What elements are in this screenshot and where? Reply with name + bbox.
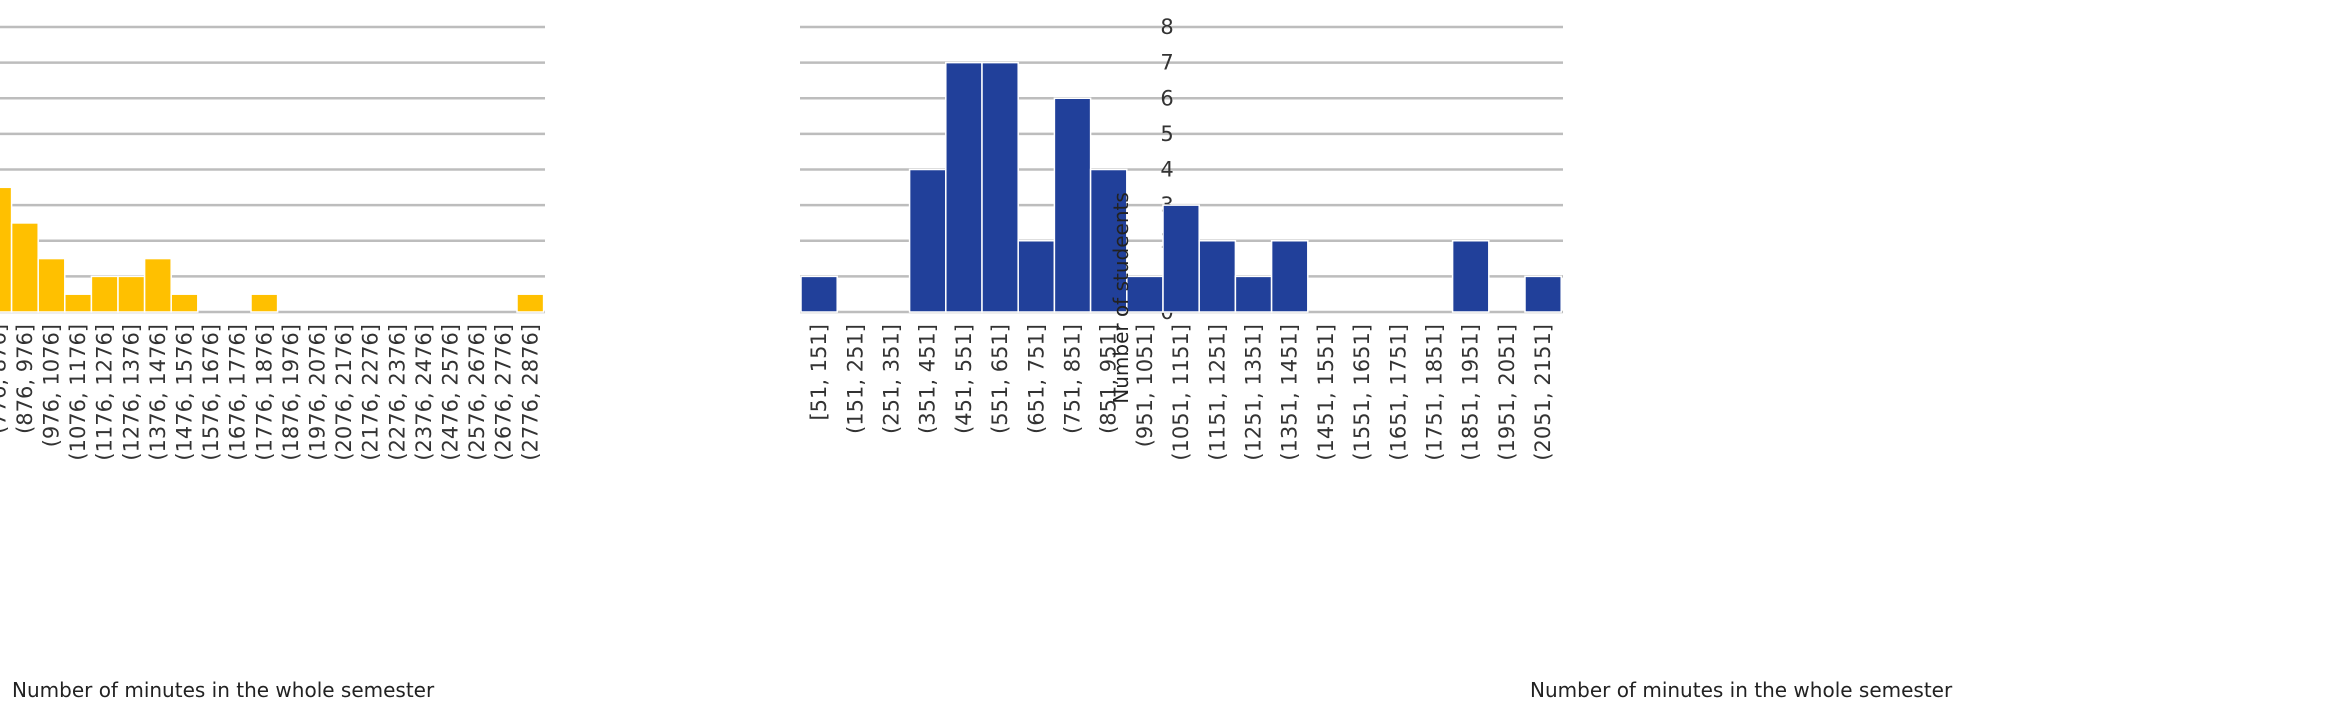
histogram-bar xyxy=(1451,240,1490,313)
y-tick-label: 6 xyxy=(1160,86,1173,110)
x-tick-label: (1351, 1451] xyxy=(1278,324,1302,461)
x-tick-label: (1976, 2076] xyxy=(306,324,330,461)
y-tick-label: 7 xyxy=(1160,51,1173,75)
left-x-axis-label: Number of minutes in the whole semester xyxy=(12,678,435,702)
right-y-axis-label: Number of studeents xyxy=(1109,192,1133,404)
histogram-bar xyxy=(1524,275,1562,313)
x-tick-label: [51, 151] xyxy=(807,324,831,421)
x-tick-label: (976, 1076] xyxy=(40,324,64,447)
x-tick-label: (851, 951] xyxy=(1097,324,1121,434)
histogram-bar xyxy=(10,222,39,313)
x-tick-label: (2776, 2876] xyxy=(518,324,542,461)
x-tick-label: (1651, 1751] xyxy=(1386,324,1410,461)
histogram-bar xyxy=(1270,240,1309,313)
histogram-bar xyxy=(1017,240,1056,313)
histogram-bar xyxy=(117,275,146,313)
x-tick-label: (351, 451] xyxy=(916,324,940,434)
x-tick-label: (951, 1051] xyxy=(1133,324,1157,447)
histogram-bar xyxy=(981,61,1019,313)
x-tick-label: (1151, 1251] xyxy=(1205,324,1229,461)
x-tick-label: (1451, 1551] xyxy=(1314,324,1338,461)
x-tick-label: (1951, 2051] xyxy=(1495,324,1519,461)
x-tick-label: (751, 851] xyxy=(1061,324,1085,434)
histogram-bar xyxy=(800,275,838,313)
histogram-bar xyxy=(250,293,279,313)
x-tick-label: (2276, 2376] xyxy=(385,324,409,461)
x-tick-label: (1276, 1376] xyxy=(119,324,143,461)
histogram-bar xyxy=(1089,168,1128,313)
histogram-bar xyxy=(0,186,13,313)
y-tick-label: 8 xyxy=(1160,15,1173,39)
x-tick-label: (2051, 2151] xyxy=(1531,324,1555,461)
histogram-bar xyxy=(90,275,119,313)
x-tick-label: (1576, 1676] xyxy=(199,324,223,461)
x-tick-label: (2676, 2776] xyxy=(492,324,516,461)
x-tick-label: (1751, 1851] xyxy=(1423,324,1447,461)
histogram-bar xyxy=(143,257,172,313)
y-tick-label: 5 xyxy=(1160,122,1173,146)
histogram-bar xyxy=(64,293,93,313)
x-tick-label: (1476, 1576] xyxy=(173,324,197,461)
histogram-bar xyxy=(170,293,199,313)
x-tick-label: (2376, 2476] xyxy=(412,324,436,461)
x-tick-label: (1251, 1351] xyxy=(1242,324,1266,461)
y-tick-label: 4 xyxy=(1160,158,1173,182)
x-tick-label: (1376, 1476] xyxy=(146,324,170,461)
right-x-axis-label: Number of minutes in the whole semester xyxy=(1530,678,1953,702)
x-tick-label: (776, 876] xyxy=(0,324,10,434)
x-tick-label: (876, 976] xyxy=(13,324,37,434)
histogram-bar xyxy=(516,293,545,313)
x-tick-label: (1176, 1276] xyxy=(93,324,117,461)
x-tick-label: (2476, 2576] xyxy=(439,324,463,461)
x-tick-label: (551, 651] xyxy=(988,324,1012,434)
x-tick-label: (1851, 1951] xyxy=(1459,324,1483,461)
x-tick-label: (1076, 1176] xyxy=(66,324,90,461)
x-tick-label: (251, 351] xyxy=(880,324,904,434)
histogram-bar xyxy=(1198,240,1237,313)
x-tick-label: (451, 551] xyxy=(952,324,976,434)
x-tick-label: (1876, 1976] xyxy=(279,324,303,461)
left-histogram: (776, 876] (876, 976] (976, 1076] (1076, 11… xyxy=(0,25,545,461)
right-histogram: 012345678[51, 151](151, 251](251, 351](3… xyxy=(800,15,1563,461)
x-tick-label: (2176, 2276] xyxy=(359,324,383,461)
x-tick-label: (151, 251] xyxy=(843,324,867,434)
x-tick-label: (1776, 1876] xyxy=(252,324,276,461)
histogram-bar xyxy=(1162,204,1200,313)
histogram-bar xyxy=(37,257,66,313)
x-tick-label: (1676, 1776] xyxy=(226,324,250,461)
histogram-bar xyxy=(945,61,983,313)
histogram-bar xyxy=(1234,275,1273,313)
x-tick-label: (2076, 2176] xyxy=(332,324,356,461)
x-tick-label: (1051, 1151] xyxy=(1169,324,1193,461)
histogram-bar xyxy=(908,168,947,313)
x-tick-label: (651, 751] xyxy=(1024,324,1048,434)
x-tick-label: (1551, 1651] xyxy=(1350,324,1374,461)
x-tick-label: (2576, 2676] xyxy=(465,324,489,461)
histogram-bar xyxy=(1053,97,1092,313)
